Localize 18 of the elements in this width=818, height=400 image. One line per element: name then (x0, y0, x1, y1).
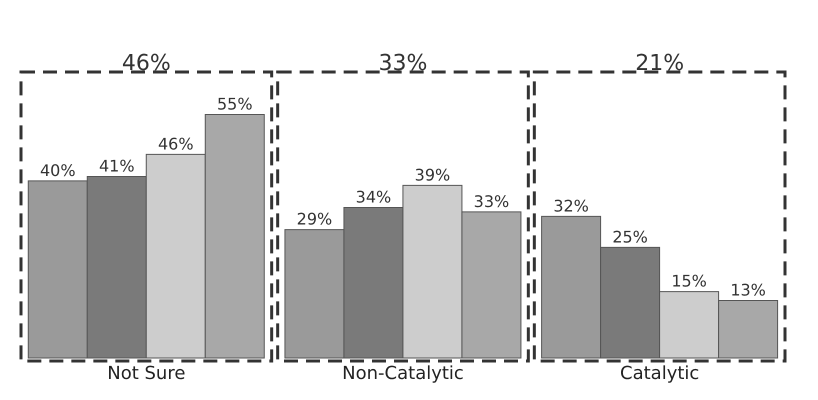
data-label: 13% (730, 280, 766, 300)
x-tick-label: Catalytic (620, 362, 700, 384)
x-tick-label: Not Sure (107, 362, 186, 384)
text: 46% (122, 51, 171, 76)
data-label: 33% (474, 192, 510, 211)
data-label: 32% (553, 196, 589, 216)
data-label: 15% (671, 272, 707, 291)
data-label: 34% (356, 187, 392, 206)
data-label: 29% (296, 210, 332, 229)
data-label: 25% (612, 227, 648, 246)
data-label: 46% (158, 134, 194, 154)
data-label: 39% (414, 165, 450, 184)
data-label: 41% (98, 156, 135, 176)
x-tick-label: Non-Catalytic (342, 362, 464, 384)
text: 21% (635, 51, 684, 76)
data-label: 55% (216, 94, 253, 114)
data-label: 40% (40, 160, 76, 180)
text: 33% (378, 51, 428, 76)
